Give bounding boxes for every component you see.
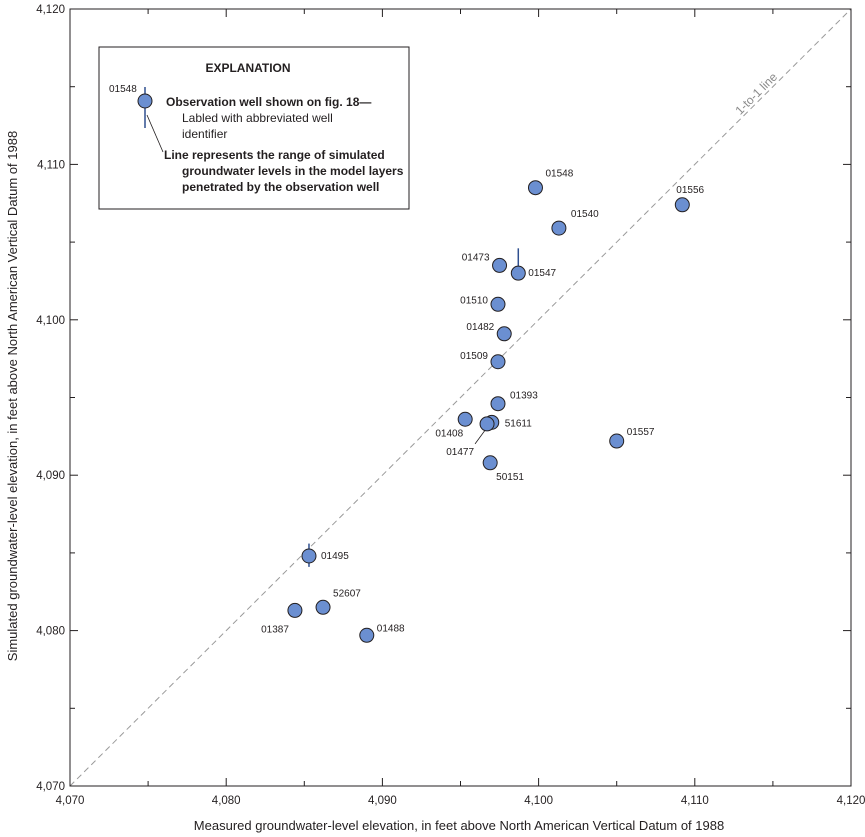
y-tick-label: 4,090 xyxy=(36,470,65,482)
point-52607 xyxy=(315,599,331,615)
legend-leader-line xyxy=(146,114,164,153)
y-tick-label: 4,120 xyxy=(36,4,65,16)
legend: EXPLANATION 01548 Observation well shown… xyxy=(98,46,410,210)
point-01540 xyxy=(551,220,567,236)
one-to-one-label: 1-to-1 line xyxy=(732,70,780,118)
point-01473 xyxy=(492,257,508,273)
legend-range-line2: groundwater levels in the model layers xyxy=(182,164,404,178)
point-01548 xyxy=(527,180,543,196)
point-label-01557: 01557 xyxy=(627,427,655,438)
axis-ticks: 4,070 4,080 4,090 4,100 4,110 4,120 4,070 4,080… xyxy=(36,4,865,807)
point-01557 xyxy=(609,433,625,449)
one-to-one-line xyxy=(69,8,852,787)
legend-range-line3: penetrated by the observation well xyxy=(182,180,379,194)
point-01393 xyxy=(490,396,506,412)
point-label-01408: 01408 xyxy=(435,428,463,439)
x-tick-label: 4,110 xyxy=(681,795,709,807)
x-tick-label: 4,070 xyxy=(56,795,85,807)
point-50151 xyxy=(482,455,498,471)
point-01547 xyxy=(510,265,526,281)
legend-range-line1: Line represents the range of simulated xyxy=(164,148,385,162)
data-points: 01548 01556 01540 01473 01547 01510 01482 01509… xyxy=(261,169,705,643)
y-axis-title: Simulated groundwater-level elevation, i… xyxy=(5,131,20,661)
point-label-51611: 51611 xyxy=(505,418,533,429)
point-01408 xyxy=(457,411,473,427)
legend-marker-line1: Observation well shown on fig. 18— xyxy=(166,95,371,109)
point-label-01488: 01488 xyxy=(377,623,405,634)
legend-marker xyxy=(137,93,153,109)
legend-sample-id: 01548 xyxy=(109,84,137,95)
leader-line-01477 xyxy=(474,428,487,445)
y-tick-label: 4,080 xyxy=(36,626,65,638)
point-01387 xyxy=(287,602,303,618)
x-axis-title: Measured groundwater-level elevation, in… xyxy=(194,818,724,833)
legend-marker-line3: identifier xyxy=(182,127,227,141)
x-tick-label: 4,080 xyxy=(212,795,241,807)
point-label-01482: 01482 xyxy=(466,322,494,333)
point-label-01547: 01547 xyxy=(528,268,556,279)
x-tick-label: 4,090 xyxy=(368,795,397,807)
point-label-01477: 01477 xyxy=(446,447,474,458)
x-tick-label: 4,120 xyxy=(837,795,865,807)
point-01556 xyxy=(674,197,690,213)
legend-box xyxy=(98,46,410,210)
point-label-01510: 01510 xyxy=(460,295,488,306)
point-01509 xyxy=(490,354,506,370)
point-label-01495: 01495 xyxy=(321,551,349,562)
legend-marker-line2: Labled with abbreviated well xyxy=(182,111,333,125)
point-01488 xyxy=(359,627,375,643)
point-label-01556: 01556 xyxy=(676,185,704,196)
point-label-01393: 01393 xyxy=(510,391,538,402)
y-tick-label: 4,110 xyxy=(37,159,65,171)
point-label-01540: 01540 xyxy=(571,209,599,220)
point-label-52607: 52607 xyxy=(333,588,361,599)
y-tick-label: 4,100 xyxy=(36,315,65,327)
point-01482 xyxy=(496,326,512,342)
y-tick-label: 4,070 xyxy=(36,781,65,793)
point-01495 xyxy=(301,548,317,564)
point-01477 xyxy=(479,416,495,432)
point-01510 xyxy=(490,296,506,312)
point-label-50151: 50151 xyxy=(496,472,524,483)
point-label-01509: 01509 xyxy=(460,351,488,362)
point-label-01387: 01387 xyxy=(261,624,289,635)
point-label-01473: 01473 xyxy=(462,252,490,263)
point-label-01548: 01548 xyxy=(545,169,573,180)
x-tick-label: 4,100 xyxy=(524,795,553,807)
legend-title: EXPLANATION xyxy=(205,61,290,75)
